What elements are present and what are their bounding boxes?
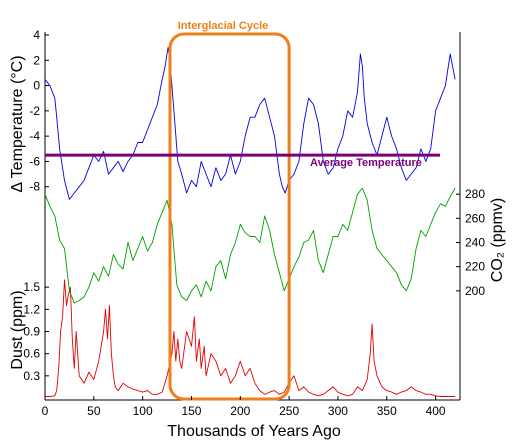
annotation-layer [45, 32, 440, 401]
series-layer [44, 47, 456, 397]
x-tick-label: 250 [279, 404, 299, 418]
dust-tick-label: 0.6 [23, 347, 40, 361]
x-axis-title: Thousands of Years Ago [167, 423, 341, 440]
x-tick-label: 300 [328, 404, 348, 418]
temperature-tick-label: -2 [29, 104, 40, 118]
plot-frame [44, 32, 461, 401]
temperature-tick-label: -6 [29, 154, 40, 168]
dust-tick-label: 0.3 [23, 369, 40, 383]
y-axis-title-dust: Dust (ppm) [9, 290, 26, 369]
co2-tick-label: 260 [465, 211, 485, 225]
x-tick-label: 150 [181, 404, 201, 418]
dust-tick-label: 1.2 [23, 302, 40, 316]
co2-line-0 [44, 187, 456, 304]
co2-tick-label: 220 [465, 260, 485, 274]
x-tick-label: 0 [42, 404, 49, 418]
dust-tick-label: 1.5 [23, 280, 40, 294]
x-tick-label: 100 [133, 404, 153, 418]
annotation-average-temperature-label: Average Temperature [310, 157, 422, 169]
interglacial-cycle-box [168, 32, 291, 401]
co2-tick-label: 200 [465, 284, 485, 298]
co2-tick-label: 280 [465, 187, 485, 201]
x-tick-label: 50 [87, 404, 101, 418]
temperature-tick-label: 4 [33, 28, 40, 42]
x-tick-label: 400 [426, 404, 446, 418]
temperature-tick-label: -8 [29, 180, 40, 194]
temperature-line-0 [44, 47, 456, 200]
x-tick-label: 200 [230, 404, 250, 418]
dust-line-0 [45, 279, 456, 397]
x-tick-label: 350 [377, 404, 397, 418]
y-axis-title-co2: CO₂ (ppmv) [489, 198, 506, 282]
y-axis-title-temperature: Δ Temperature (°C) [9, 55, 26, 192]
annotation-interglacial-label: Interglacial Cycle [178, 20, 269, 32]
co2-tick-label: 240 [465, 236, 485, 250]
dust-tick-label: 0.9 [23, 325, 40, 339]
temperature-tick-label: 2 [33, 53, 40, 67]
tick-layer: 4 2 0 -2 -4 -6 -8 280 260 240 220 200 1.5 1.2 0.9 0.6 0.… [23, 28, 485, 418]
temperature-tick-label: -4 [29, 129, 40, 143]
temperature-tick-label: 0 [33, 79, 40, 93]
